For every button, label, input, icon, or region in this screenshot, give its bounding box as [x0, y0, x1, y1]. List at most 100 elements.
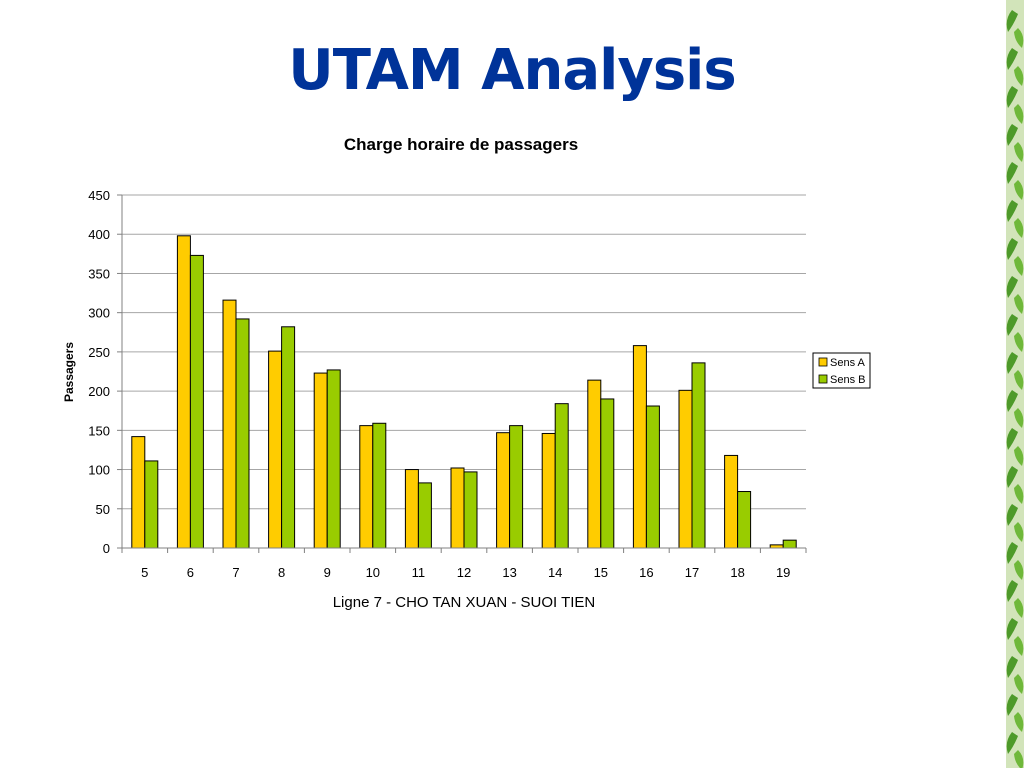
bar-sens-b-10	[372, 422, 387, 549]
bamboo-leaf	[1006, 694, 1018, 716]
bamboo-leaf	[1014, 180, 1024, 200]
bar-sens-a-13	[496, 432, 511, 549]
bamboo-leaf	[1006, 276, 1018, 298]
bar-sens-b-11	[417, 482, 432, 549]
bamboo-leaf	[1014, 598, 1024, 618]
bamboo-leaf	[1006, 10, 1018, 32]
y-tick-label: 100	[88, 463, 110, 478]
bamboo-leaf	[1014, 636, 1024, 656]
x-tick-label: 17	[685, 565, 699, 580]
x-tick-label: 11	[412, 565, 426, 580]
bar-sens-a-17	[678, 389, 693, 549]
bamboo-leaf	[1006, 542, 1018, 564]
bamboo-leaf	[1006, 580, 1018, 602]
bar-sens-b-5	[144, 460, 159, 549]
x-tick-label: 10	[366, 565, 380, 580]
bamboo-leaf	[1006, 86, 1018, 108]
x-tick-label: 16	[639, 565, 653, 580]
bar-sens-a-6	[176, 235, 191, 549]
x-tick-label: 7	[232, 565, 239, 580]
bamboo-leaf	[1006, 162, 1018, 184]
y-tick-label: 300	[88, 306, 110, 321]
y-tick-label: 0	[103, 541, 110, 556]
y-tick-label: 200	[88, 384, 110, 399]
bar-sens-b-16	[645, 405, 660, 549]
bamboo-leaf	[1014, 750, 1024, 768]
bar-sens-b-17	[691, 362, 706, 549]
x-axis-title: Ligne 7 - CHO TAN XUAN - SUOI TIEN	[333, 594, 596, 611]
bamboo-leaf	[1006, 732, 1018, 754]
bamboo-leaf	[1006, 466, 1018, 488]
bar-sens-a-5	[131, 436, 146, 549]
bar-sens-b-7	[235, 318, 250, 549]
bar-sens-b-8	[281, 326, 296, 549]
bamboo-leaf	[1006, 390, 1018, 412]
bar-sens-a-14	[541, 432, 556, 549]
legend-swatch-sens-b	[818, 374, 828, 384]
bamboo-decoration	[1006, 0, 1024, 768]
bamboo-leaf	[1006, 48, 1018, 70]
slide-title: UTAM Analysis	[288, 38, 736, 103]
bamboo-leaf	[1014, 218, 1024, 238]
x-tick-label: 15	[594, 565, 608, 580]
bar-sens-a-8	[268, 350, 283, 549]
bar-sens-a-7	[222, 299, 237, 549]
bar-sens-b-13	[509, 425, 524, 549]
y-tick-label: 50	[96, 502, 110, 517]
bar-sens-b-15	[600, 398, 615, 549]
bamboo-leaf	[1014, 522, 1024, 542]
bamboo-leaf	[1014, 256, 1024, 276]
bar-sens-a-11	[404, 469, 419, 549]
x-tick-labels: 5 6 7 8 9 10 11 12 13 14 15 16 17 18 19	[141, 565, 790, 580]
bamboo-leaf	[1006, 352, 1018, 374]
bar-sens-a-12	[450, 467, 465, 549]
bar-sens-a-10	[359, 425, 374, 549]
bamboo-leaf	[1014, 28, 1024, 48]
bamboo-leaf	[1006, 618, 1018, 640]
bar-sens-b-6	[189, 254, 204, 549]
x-tick-label: 8	[278, 565, 285, 580]
bar-sens-a-9	[313, 372, 328, 549]
bamboo-leaf	[1014, 484, 1024, 504]
y-tick-label: 450	[88, 188, 110, 203]
bamboo-leaf	[1014, 104, 1024, 124]
y-tick-label: 250	[88, 345, 110, 360]
y-tick-label: 400	[88, 227, 110, 242]
y-tick-labels: 0 50 100 150 200 250 300 350 400 450	[88, 188, 110, 556]
chart-title: Charge horaire de passagers	[344, 135, 578, 154]
bamboo-leaf	[1014, 712, 1024, 732]
bamboo-leaf	[1006, 428, 1018, 450]
x-tick-label: 14	[548, 565, 562, 580]
bar-sens-b-12	[463, 471, 478, 549]
legend-label-sens-b: Sens B	[830, 374, 865, 386]
bar-sens-b-14	[554, 403, 569, 549]
bar-sens-b-19	[782, 539, 797, 549]
y-axis-title: Passagers	[62, 342, 76, 402]
y-tick-label: 350	[88, 266, 110, 281]
bamboo-leaf	[1014, 446, 1024, 466]
x-tick-label: 12	[457, 565, 471, 580]
x-tick-label: 19	[776, 565, 790, 580]
x-tick-label: 5	[141, 565, 148, 580]
x-tick-label: 6	[187, 565, 194, 580]
bamboo-leaf	[1006, 504, 1018, 526]
bamboo-leaf	[1014, 674, 1024, 694]
axes	[121, 195, 807, 553]
bamboo-leaf	[1014, 142, 1024, 162]
legend-label-sens-a: Sens A	[830, 357, 866, 369]
bamboo-leaf	[1006, 124, 1018, 146]
bar-sens-b-18	[737, 491, 752, 549]
bar-sens-b-9	[326, 369, 341, 549]
bamboo-leaf	[1006, 314, 1018, 336]
bamboo-leaf	[1014, 332, 1024, 352]
bamboo-leaf	[1014, 408, 1024, 428]
bamboo-leaf	[1014, 370, 1024, 390]
legend-swatch-sens-a	[818, 357, 828, 367]
x-tick-label: 18	[730, 565, 744, 580]
legend: Sens A Sens B	[812, 352, 871, 389]
bar-sens-a-15	[587, 379, 602, 549]
bamboo-leaf	[1014, 294, 1024, 314]
bars	[131, 235, 797, 549]
bamboo-leaf	[1006, 238, 1018, 260]
